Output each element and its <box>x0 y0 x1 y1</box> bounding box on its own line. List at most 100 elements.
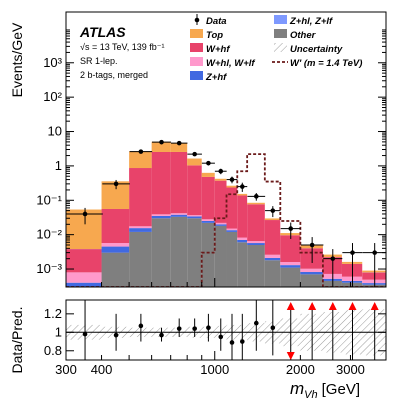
category-label: 2 b-tags, merged <box>80 70 148 80</box>
bar-other <box>201 222 215 287</box>
bar-w-hf <box>151 151 171 215</box>
legend: Data Z+hl, Z+lf Top Other W+hf Uncertainty W+h… <box>190 14 362 83</box>
bar-w-hf <box>264 220 281 255</box>
bar-top <box>226 185 238 188</box>
x-axis-title-main: m <box>290 379 304 398</box>
annotations: ATLAS √s = 13 TeV, 139 fb⁻¹ SR 1-lep. 2 … <box>79 24 165 80</box>
data-point <box>372 250 377 255</box>
stack-group <box>66 141 386 287</box>
ratio-point <box>218 334 224 340</box>
data-point <box>254 194 259 199</box>
data-point <box>192 151 197 157</box>
bar-other <box>214 225 227 287</box>
bar-w-hf <box>362 272 386 280</box>
bar-w-hl-w-lf <box>66 272 102 283</box>
ratio-point <box>254 320 259 326</box>
bar-w-hf <box>129 168 152 227</box>
legend-label: Z+hf <box>205 72 227 83</box>
data-point <box>330 256 336 261</box>
bar-top <box>151 141 171 152</box>
ratio-point <box>159 332 164 338</box>
off-scale-arrow <box>308 302 317 310</box>
legend-swatch <box>190 29 203 38</box>
bar-other <box>247 244 265 287</box>
bar-top <box>170 143 188 152</box>
bar-w-hl-w-lf <box>237 237 248 240</box>
ratio-point <box>206 325 211 330</box>
bar-top <box>237 193 248 196</box>
ratio-group <box>66 300 386 360</box>
bar-top <box>362 270 386 273</box>
bar-top <box>129 151 152 169</box>
legend-label: Data <box>206 16 227 27</box>
bar-w-hf <box>300 248 323 269</box>
bar-other <box>170 216 188 287</box>
legend-label: Z+hl, Z+lf <box>289 16 333 27</box>
off-scale-arrow <box>286 302 295 310</box>
legend-swatch <box>190 57 203 66</box>
x-tick-label: 300 <box>55 362 77 377</box>
data-point <box>350 250 355 255</box>
y-tick-label: 10² <box>43 89 62 104</box>
ratio-y-tick-label: 1.2 <box>44 306 62 321</box>
ratio-point <box>113 332 119 338</box>
x-tick-label: 400 <box>91 362 113 377</box>
data-point <box>270 208 276 213</box>
y-tick-label: 1 <box>55 158 62 173</box>
ratio-point <box>270 325 276 330</box>
bar-z-hf <box>151 215 171 219</box>
x-tick-label: 2000 <box>286 362 315 377</box>
bar-w-hf <box>280 235 301 263</box>
legend-label: Top <box>206 30 223 41</box>
bar-top <box>187 158 202 166</box>
bar-z-hf <box>129 228 152 232</box>
y-tick-label: 10⁻¹ <box>36 192 62 207</box>
legend-label: W' (m = 1.4 TeV) <box>290 58 362 69</box>
bar-z-hf <box>237 239 248 243</box>
bar-w-hl-w-lf <box>264 254 281 258</box>
ratio-y-tick-label: 0.8 <box>44 343 62 358</box>
data-point <box>138 149 144 154</box>
ratio-point <box>176 326 182 331</box>
ratio-point <box>192 326 197 331</box>
bar-z-hf <box>214 224 227 226</box>
bar-w-hl-w-lf <box>247 241 265 244</box>
bar-z-hf <box>280 265 301 268</box>
bar-w-hl-w-lf <box>101 243 130 247</box>
y-axis-title-top: Events/GeV <box>9 22 25 97</box>
bar-w-hl-w-lf <box>187 215 202 217</box>
bar-z-hf <box>247 243 265 245</box>
signal-line <box>66 153 386 287</box>
data-point <box>309 242 315 248</box>
bar-w-hf <box>170 151 188 214</box>
bar-z-hf <box>362 283 386 285</box>
bar-top <box>247 202 265 205</box>
ratio-frame <box>65 299 387 361</box>
bar-other <box>362 284 386 287</box>
bar-w-hl-w-lf <box>300 268 323 272</box>
bar-other <box>280 267 301 287</box>
bar-top <box>214 178 227 181</box>
bar-z-hf <box>300 271 323 275</box>
legend-marker <box>194 17 200 23</box>
bar-top <box>201 172 215 177</box>
data-point <box>176 140 182 146</box>
bar-w-hl-w-lf <box>226 228 238 231</box>
bar-other <box>300 274 323 287</box>
bar-top <box>264 218 281 221</box>
bar-other <box>226 231 238 287</box>
bar-w-hl-w-lf <box>214 222 227 225</box>
ratio-y-tick-label: 1 <box>55 324 62 339</box>
bar-z-hf <box>187 216 202 219</box>
bar-w-hf <box>247 204 265 242</box>
off-scale-arrow <box>348 302 357 310</box>
data-point <box>113 181 119 187</box>
bar-w-hl-w-lf <box>280 262 301 266</box>
legend-label: W+hl, W+lf <box>206 58 255 69</box>
bar-other <box>101 252 130 287</box>
y-axis-title-ratio: Data/Pred. <box>9 307 25 374</box>
bar-z-hf <box>101 246 130 253</box>
legend-swatch <box>190 71 203 80</box>
ratio-point <box>138 323 144 329</box>
